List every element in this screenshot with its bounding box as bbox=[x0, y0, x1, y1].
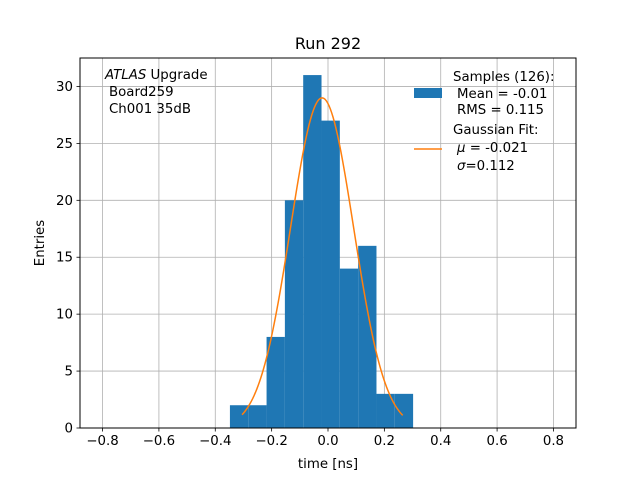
y-tick-label: 5 bbox=[65, 365, 73, 380]
y-tick-label: 10 bbox=[56, 308, 73, 323]
gaussian-fit bbox=[241, 97, 404, 416]
legend-sigma: σ=0.112 bbox=[457, 159, 515, 174]
histogram-bar bbox=[339, 268, 359, 428]
gaussian-fit-line bbox=[241, 97, 404, 416]
x-tick-label: −0.8 bbox=[86, 434, 118, 449]
legend-sigma-value: =0.112 bbox=[465, 159, 514, 174]
histogram-bar bbox=[266, 336, 285, 428]
legend-mu: μ = -0.021 bbox=[456, 141, 528, 156]
histogram-bars bbox=[229, 75, 414, 429]
y-tick-label: 0 bbox=[65, 422, 73, 437]
histogram-bar bbox=[284, 200, 304, 428]
histogram-bar bbox=[376, 393, 395, 428]
legend-mean: Mean = -0.01 bbox=[457, 87, 547, 102]
histogram-bar bbox=[229, 405, 249, 428]
axis-ticks: −0.8 −0.6 −0.4 −0.2 0.0 0.2 0.4 0.6 0.8 0 5 10 15 20 2… bbox=[56, 80, 564, 449]
annotation-line1: ATLAS Upgrade bbox=[104, 68, 208, 83]
chart-title: Run 292 bbox=[295, 34, 361, 53]
atlas-annotation: ATLAS Upgrade Board259 Ch001 35dB bbox=[104, 68, 208, 117]
x-tick-label: 0.2 bbox=[374, 434, 395, 449]
legend: Samples (126): Mean = -0.01 RMS = 0.115 … bbox=[414, 70, 554, 174]
annotation-upgrade: Upgrade bbox=[146, 68, 207, 83]
histogram-bar bbox=[248, 405, 267, 428]
histogram-bar bbox=[303, 75, 322, 429]
x-tick-label: 0.4 bbox=[430, 434, 451, 449]
y-tick-label: 15 bbox=[56, 251, 73, 266]
x-tick-label: 0.6 bbox=[486, 434, 507, 449]
legend-mu-value: = -0.021 bbox=[465, 141, 528, 156]
y-tick-label: 25 bbox=[56, 137, 73, 152]
legend-label-samples: Samples (126): bbox=[453, 70, 554, 85]
annotation-atlas: ATLAS bbox=[104, 68, 147, 83]
annotation-line3: Ch001 35dB bbox=[109, 102, 191, 117]
annotation-line2: Board259 bbox=[109, 85, 174, 100]
y-axis-title: Entries bbox=[33, 220, 48, 266]
histogram-bar bbox=[358, 245, 377, 428]
histogram-bar bbox=[321, 120, 340, 428]
y-tick-label: 20 bbox=[56, 194, 73, 209]
x-tick-label: 0.0 bbox=[317, 434, 338, 449]
x-tick-label: −0.2 bbox=[255, 434, 287, 449]
x-tick-label: −0.4 bbox=[199, 434, 231, 449]
x-tick-label: −0.6 bbox=[143, 434, 175, 449]
legend-mu-symbol: μ bbox=[456, 141, 465, 156]
y-tick-label: 30 bbox=[56, 80, 73, 95]
histogram-bar bbox=[394, 393, 414, 428]
legend-rms: RMS = 0.115 bbox=[457, 103, 544, 118]
legend-swatch-samples bbox=[414, 88, 442, 98]
legend-label-fit: Gaussian Fit: bbox=[453, 123, 539, 138]
x-tick-label: 0.8 bbox=[543, 434, 564, 449]
legend-sigma-symbol: σ bbox=[457, 159, 466, 174]
x-axis-title: time [ns] bbox=[298, 457, 358, 472]
